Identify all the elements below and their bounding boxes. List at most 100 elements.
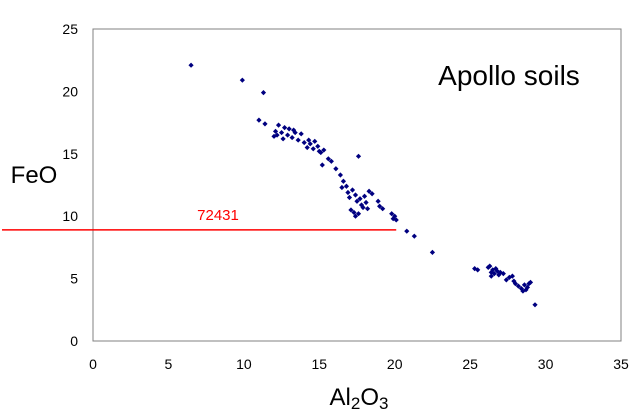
data-point bbox=[272, 128, 279, 134]
data-point bbox=[318, 149, 324, 156]
data-point bbox=[520, 288, 526, 294]
data-point bbox=[349, 187, 356, 193]
y-tick-labels: 0 5 10 15 20 25 bbox=[62, 21, 78, 349]
data-point bbox=[389, 211, 395, 217]
data-point bbox=[532, 302, 538, 308]
data-point bbox=[355, 211, 362, 217]
data-point bbox=[188, 62, 194, 68]
data-point bbox=[515, 283, 522, 289]
data-point bbox=[304, 144, 310, 151]
data-point bbox=[291, 127, 297, 133]
data-point bbox=[239, 77, 245, 83]
data-point bbox=[497, 269, 503, 275]
data-point bbox=[339, 184, 345, 191]
data-point bbox=[307, 141, 313, 147]
data-point bbox=[280, 136, 286, 142]
data-point bbox=[306, 137, 312, 143]
data-point bbox=[369, 191, 375, 197]
data-point bbox=[274, 132, 280, 138]
data-point bbox=[404, 228, 410, 234]
x-axis-label-part: O bbox=[360, 384, 379, 411]
y-tick-label: 10 bbox=[62, 208, 78, 224]
data-point bbox=[346, 194, 353, 201]
data-point bbox=[488, 269, 494, 275]
data-point bbox=[503, 277, 509, 283]
y-tick-label: 5 bbox=[70, 271, 78, 287]
data-point bbox=[348, 207, 354, 213]
data-point bbox=[393, 217, 399, 223]
data-point bbox=[360, 204, 366, 211]
data-point bbox=[312, 138, 318, 144]
data-point bbox=[390, 216, 396, 222]
data-point bbox=[526, 280, 532, 287]
data-point bbox=[518, 285, 525, 292]
data-point bbox=[357, 196, 363, 202]
data-point bbox=[325, 156, 331, 162]
data-point bbox=[354, 198, 360, 204]
data-point bbox=[352, 213, 359, 219]
data-point bbox=[345, 189, 351, 196]
reference-line-label: 72431 bbox=[197, 207, 239, 224]
data-point bbox=[286, 126, 292, 132]
data-point bbox=[475, 267, 481, 273]
data-point bbox=[281, 124, 288, 131]
plot-area-frame bbox=[92, 28, 622, 342]
x-tick-label: 25 bbox=[462, 356, 478, 372]
data-point bbox=[523, 287, 529, 293]
data-point bbox=[511, 278, 517, 284]
data-point bbox=[301, 139, 307, 146]
data-point bbox=[262, 121, 268, 127]
data-point bbox=[366, 188, 372, 194]
data-point bbox=[380, 206, 386, 212]
data-point bbox=[298, 131, 304, 137]
data-point bbox=[411, 233, 417, 239]
y-tick-label: 20 bbox=[62, 83, 78, 99]
data-points bbox=[188, 62, 538, 308]
x-tick-label: 20 bbox=[387, 356, 403, 372]
x-axis-label-part: Al bbox=[330, 384, 351, 411]
data-point bbox=[352, 192, 359, 198]
data-point bbox=[333, 166, 339, 172]
data-point bbox=[500, 271, 506, 277]
x-axis-label: Al2O3 bbox=[330, 384, 389, 413]
data-point bbox=[512, 280, 518, 287]
data-point bbox=[285, 132, 291, 138]
data-point bbox=[521, 282, 528, 288]
data-point bbox=[351, 209, 357, 216]
data-point bbox=[377, 203, 383, 209]
data-point bbox=[491, 271, 497, 277]
x-tick-label: 0 bbox=[89, 356, 97, 372]
data-point bbox=[375, 198, 381, 204]
annotation-apollo-soils: Apollo soils bbox=[438, 60, 580, 91]
y-tick-label: 25 bbox=[62, 21, 78, 37]
data-point bbox=[355, 153, 362, 159]
x-axis-label-subscript: 2 bbox=[351, 394, 360, 413]
data-point bbox=[493, 266, 499, 272]
y-tick-label: 0 bbox=[70, 333, 78, 349]
x-tick-label: 10 bbox=[236, 356, 252, 372]
data-point bbox=[363, 199, 369, 206]
data-point bbox=[278, 129, 285, 136]
x-tick-label: 5 bbox=[165, 356, 173, 372]
data-point bbox=[275, 122, 282, 128]
data-point bbox=[361, 193, 368, 199]
y-tick-label: 15 bbox=[62, 146, 78, 162]
data-point bbox=[256, 117, 262, 123]
x-tick-label: 15 bbox=[311, 356, 327, 372]
y-axis-label: FeO bbox=[11, 162, 58, 189]
data-point bbox=[527, 279, 534, 285]
x-tick-label: 30 bbox=[538, 356, 554, 372]
data-point bbox=[337, 172, 344, 178]
data-point bbox=[310, 146, 316, 152]
data-point bbox=[343, 183, 350, 189]
data-point bbox=[487, 263, 493, 269]
data-point bbox=[340, 178, 347, 184]
x-axis-label-subscript: 3 bbox=[379, 394, 388, 413]
data-point bbox=[315, 143, 321, 149]
data-point bbox=[260, 90, 267, 96]
data-point bbox=[485, 264, 491, 270]
data-point bbox=[289, 134, 295, 141]
data-point bbox=[295, 137, 301, 143]
data-point bbox=[429, 249, 436, 255]
